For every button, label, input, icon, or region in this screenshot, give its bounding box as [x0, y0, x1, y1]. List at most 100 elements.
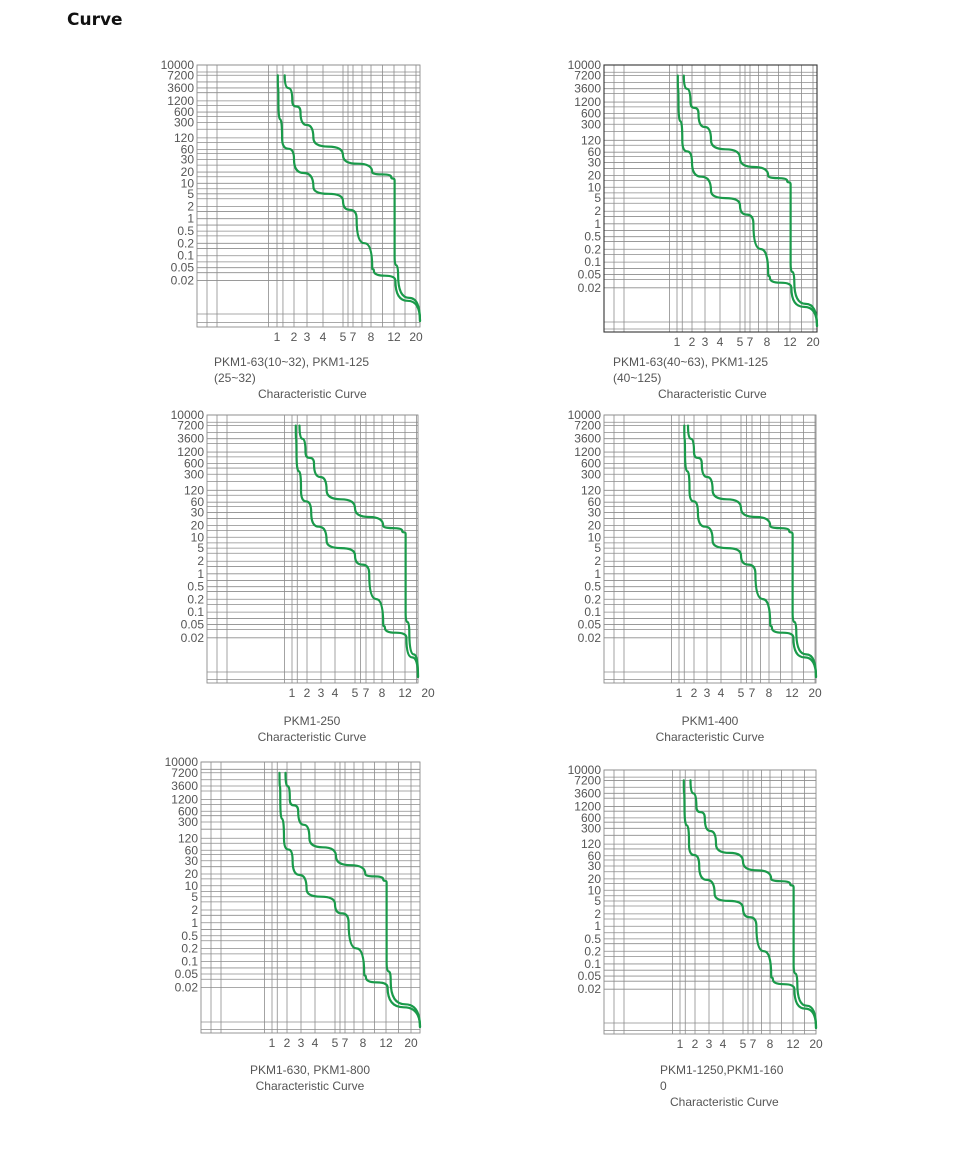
y-tick-label: 7200 — [167, 68, 194, 82]
curve-series-1 — [294, 424, 420, 679]
y-tick-label: 1200 — [574, 95, 601, 109]
curve-series-2 — [298, 424, 420, 679]
x-tick-label: 12 — [387, 330, 401, 344]
y-tick-label: 60 — [181, 142, 195, 156]
y-tick-label: 10000 — [161, 58, 195, 72]
y-tick-label: 20 — [181, 165, 195, 179]
x-tick-label: 8 — [767, 1037, 774, 1051]
y-tick-label: 1200 — [171, 793, 198, 807]
y-tick-label: 3600 — [167, 81, 194, 95]
y-tick-label: 1 — [187, 212, 194, 226]
y-tick-label: 0.02 — [175, 981, 199, 995]
caption-subtitle: Characteristic Curve — [258, 387, 367, 401]
plot-frame — [206, 414, 419, 684]
y-tick-label: 10000 — [171, 408, 205, 422]
y-tick-label: 10 — [185, 879, 199, 893]
x-tick-label: 3 — [318, 686, 325, 700]
x-tick-label: 1 — [674, 335, 681, 349]
x-tick-label: 8 — [766, 686, 773, 700]
y-tick-label: 300 — [184, 467, 204, 481]
y-tick-label: 120 — [178, 831, 198, 845]
y-tick-label: 7200 — [171, 766, 198, 780]
caption-line: PKM1-400 — [681, 714, 739, 728]
y-tick-label: 2 — [594, 554, 601, 568]
x-tick-label: 5 — [738, 686, 745, 700]
page-title: Curve — [67, 10, 123, 30]
y-tick-label: 20 — [588, 169, 602, 183]
y-tick-label: 2 — [187, 199, 194, 213]
x-tick-label: 8 — [764, 335, 771, 349]
y-tick-label: 0.1 — [187, 605, 204, 619]
x-tick-label: 3 — [704, 686, 711, 700]
y-tick-label: 1 — [594, 567, 601, 581]
y-tick-label: 0.2 — [177, 236, 194, 250]
y-tick-label: 0.02 — [578, 982, 602, 996]
x-tick-label: 1 — [269, 1036, 276, 1050]
y-tick-label: 600 — [581, 811, 601, 825]
x-tick-label: 8 — [368, 330, 375, 344]
y-tick-label: 5 — [191, 890, 198, 904]
curve-series-1 — [683, 424, 818, 679]
y-tick-label: 0.1 — [584, 957, 601, 971]
y-tick-label: 600 — [581, 457, 601, 471]
y-tick-label: 0.5 — [584, 580, 601, 594]
x-tick-label: 5 — [740, 1037, 747, 1051]
y-tick-label: 1200 — [167, 94, 194, 108]
caption-subtitle: Characteristic Curve — [255, 1079, 365, 1093]
plot-frame — [603, 64, 818, 333]
x-tick-label: 12 — [398, 686, 412, 700]
chart-2-caption: PKM1-63(40~63), PKM1-125 (40~125) Charac… — [613, 354, 768, 402]
x-tick-label: 5 — [340, 330, 347, 344]
y-tick-label: 30 — [588, 156, 602, 170]
curve-chart-3: 10000720036001200600300120603020105210.5… — [171, 408, 435, 700]
y-tick-label: 60 — [588, 495, 602, 509]
caption-subtitle: Characteristic Curve — [658, 387, 767, 401]
x-tick-label: 7 — [350, 330, 357, 344]
x-tick-label: 20 — [806, 335, 820, 349]
x-tick-label: 8 — [360, 1036, 367, 1050]
y-tick-label: 60 — [191, 495, 205, 509]
y-tick-label: 30 — [588, 859, 602, 873]
x-tick-label: 2 — [692, 1037, 699, 1051]
x-tick-label: 7 — [749, 686, 756, 700]
y-tick-label: 0.5 — [584, 230, 601, 244]
x-tick-label: 1 — [274, 330, 281, 344]
y-tick-label: 60 — [588, 145, 602, 159]
x-tick-label: 7 — [342, 1036, 349, 1050]
curve-chart-4: 10000720036001200600300120603020105210.5… — [568, 408, 822, 700]
curve-chart-1: 10000720036001200600300120603020105210.5… — [161, 58, 423, 344]
curve-series-1 — [278, 771, 422, 1029]
x-tick-label: 5 — [332, 1036, 339, 1050]
caption-line: (40~125) — [613, 371, 662, 385]
y-tick-label: 10000 — [165, 755, 199, 769]
y-tick-label: 300 — [174, 115, 194, 129]
caption-subtitle: Characteristic Curve — [257, 730, 367, 744]
y-tick-label: 0.2 — [584, 242, 601, 256]
curve-chart-6: 10000720036001200600300120603020105210.5… — [568, 763, 823, 1051]
y-tick-label: 7200 — [574, 419, 601, 433]
curve-series-2 — [682, 74, 819, 328]
x-tick-label: 2 — [691, 686, 698, 700]
y-tick-label: 600 — [174, 105, 194, 119]
y-tick-label: 5 — [187, 187, 194, 201]
x-tick-label: 5 — [737, 335, 744, 349]
caption-line: 0 — [660, 1079, 667, 1093]
y-tick-label: 0.5 — [187, 580, 204, 594]
y-tick-label: 300 — [178, 815, 198, 829]
x-tick-label: 1 — [289, 686, 296, 700]
grid-lines — [604, 414, 816, 683]
y-tick-label: 20 — [588, 519, 602, 533]
x-tick-label: 4 — [320, 330, 327, 344]
y-tick-label: 10 — [191, 530, 205, 544]
y-tick-label: 0.2 — [187, 592, 204, 606]
curve-chart-2: 10000720036001200600300120603020105210.5… — [568, 58, 820, 349]
x-tick-label: 8 — [379, 686, 386, 700]
y-tick-label: 300 — [581, 467, 601, 481]
y-tick-label: 2 — [594, 204, 601, 218]
y-tick-label: 1200 — [574, 445, 601, 459]
chart-1-caption: PKM1-63(10~32), PKM1-125 (25~32) Charact… — [214, 354, 369, 402]
grid-lines — [604, 769, 816, 1034]
x-tick-label: 7 — [747, 335, 754, 349]
y-tick-label: 600 — [184, 457, 204, 471]
y-tick-label: 0.02 — [578, 631, 602, 645]
